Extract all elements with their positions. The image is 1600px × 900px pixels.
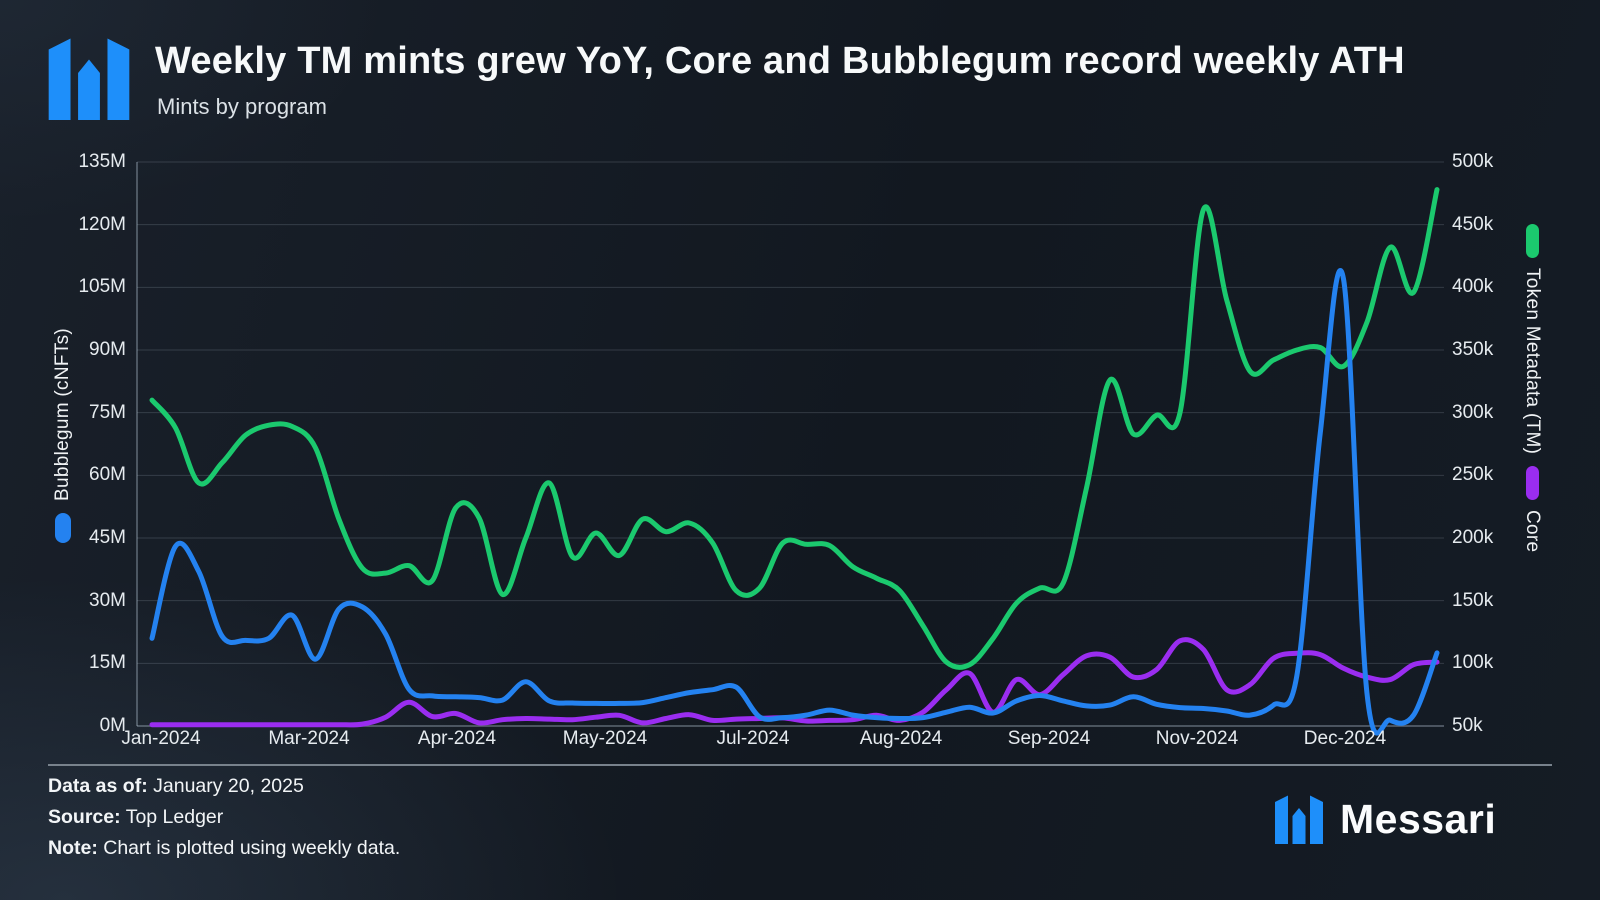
footer-source: Source: Top Ledger [48,806,223,829]
right-axis-tick: 200k [1452,527,1494,548]
right-axis-tick: 50k [1452,715,1483,736]
right-axis-tick: 450k [1452,213,1494,235]
left-axis-tick: 90M [89,339,126,360]
left-axis-tick: 105M [78,276,126,298]
right-axis-label-token-metadata: Token Metadata (TM) [1522,268,1543,455]
right-axis-label-group-core: Core [1514,466,1550,552]
token-metadata-legend-pill-icon [1525,224,1539,258]
footer-brand: Messari [1272,794,1496,844]
left-axis-tick: 75M [89,401,126,423]
x-axis-tick: Mar-2024 [268,728,350,749]
bubblegum-legend-pill-icon [55,512,71,543]
right-axis-tick: 250k [1452,464,1494,486]
left-axis-tick: 15M [89,652,126,674]
core-legend-pill-icon [1525,466,1539,500]
x-axis-tick: Apr-2024 [417,728,497,749]
left-axis-label: Bubblegum (cNFTs) [52,328,73,501]
series-line-token-metadata-tm [149,187,1440,670]
right-axis-label-group-tm: Token Metadata (TM) [1514,224,1550,454]
x-axis-tick: Jul-2024 [716,728,790,749]
messari-logo-icon [1275,795,1323,844]
page-title: Weekly TM mints grew YoY, Core and Bubbl… [155,40,1405,82]
messari-logo-glyph [48,38,130,120]
brand-wordmark: Messari [1340,795,1497,842]
series-line-core [149,637,1440,728]
right-axis-tick: 150k [1452,589,1494,611]
footer-data-as-of-value: January 20, 2025 [153,775,304,797]
right-axis-tick: 300k [1452,401,1494,423]
left-axis-label-group: Bubblegum (cNFTs) [46,328,80,543]
footer-data-as-of: Data as of: January 20, 2025 [48,775,304,798]
messari-logo-icon [48,38,130,120]
footer-note-label: Note: [48,837,98,859]
x-axis-tick: Sep-2024 [1007,728,1091,749]
right-axis-tick: 350k [1452,339,1494,360]
x-axis-tick: Aug-2024 [859,728,943,749]
footer-source-label: Source: [48,806,121,828]
left-axis-tick: 45M [89,527,126,548]
page-subtitle: Mints by program [157,94,327,119]
left-axis-tick: 30M [89,589,126,611]
footer-note: Note: Chart is plotted using weekly data… [48,837,400,860]
x-axis-tick: Nov-2024 [1155,728,1239,749]
footer-divider [48,764,1552,766]
x-axis-tick: Dec-2024 [1303,728,1387,749]
footer-note-value: Chart is plotted using weekly data. [103,837,401,859]
left-axis-tick: 120M [78,213,126,235]
right-axis-tick: 500k [1452,151,1494,172]
footer-data-as-of-label: Data as of: [48,775,148,797]
right-axis-tick: 100k [1452,652,1494,674]
left-axis-tick: 0M [99,715,126,736]
x-axis-tick: Jan-2024 [121,728,201,749]
left-axis-tick: 60M [89,464,126,486]
series-line-bubblegum-cnfts [149,268,1440,736]
right-axis-label-core: Core [1522,510,1543,553]
left-axis-tick: 135M [78,151,126,172]
x-axis-tick: May-2024 [562,728,648,749]
footer-source-value: Top Ledger [125,806,224,828]
right-axis-tick: 400k [1452,276,1494,298]
messari-logo-glyph [1275,795,1323,844]
